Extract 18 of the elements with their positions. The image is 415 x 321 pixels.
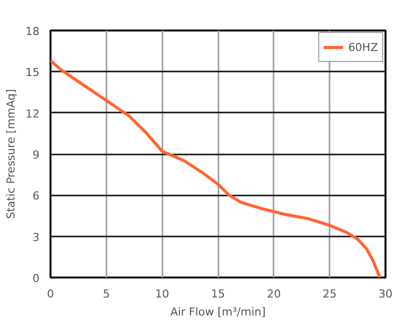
y-tick-label: 15 [26,66,40,80]
x-tick-label: 15 [211,288,225,300]
y-tick-label: 12 [26,107,40,120]
x-tick-label: 10 [155,288,170,300]
y-tick-label: 6 [32,190,40,203]
x-tick-label: 0 [47,288,54,300]
x-tick-label: 20 [266,288,281,300]
y-tick-label: 18 [26,25,40,38]
x-axis-title: Air Flow [m³/min] [170,306,266,318]
y-axis-title: Static Pressure [mmAq] [4,89,18,219]
x-tick-label: 5 [102,288,110,300]
y-tick-label: 3 [32,230,40,244]
y-tick-label: 9 [32,148,40,162]
x-tick-label: 25 [322,288,337,300]
y-tick-label: 0 [32,272,40,285]
x-tick-label: 30 [378,288,392,300]
legend-label: 60HZ [348,40,378,54]
line-series [50,59,382,278]
